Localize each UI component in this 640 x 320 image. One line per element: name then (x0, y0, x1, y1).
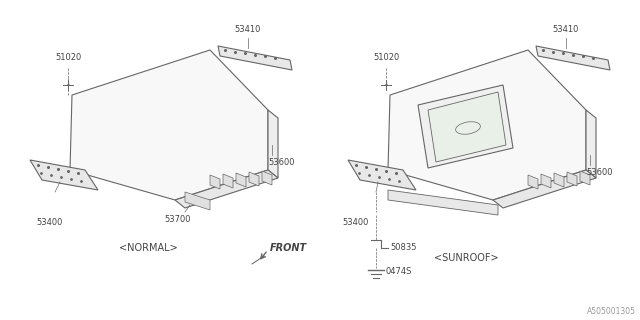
Polygon shape (388, 50, 586, 200)
Polygon shape (536, 46, 610, 70)
Polygon shape (268, 110, 278, 178)
Polygon shape (223, 174, 233, 188)
Text: 51020: 51020 (55, 53, 81, 62)
Text: 53700: 53700 (164, 215, 191, 224)
Polygon shape (262, 171, 272, 185)
Text: 53600: 53600 (268, 158, 294, 167)
Polygon shape (567, 172, 577, 186)
Polygon shape (236, 173, 246, 187)
Polygon shape (418, 85, 513, 168)
Polygon shape (30, 160, 98, 190)
Polygon shape (428, 92, 506, 162)
Text: 50835: 50835 (390, 244, 417, 252)
Polygon shape (493, 170, 596, 208)
Polygon shape (348, 160, 416, 190)
Text: 53400: 53400 (343, 218, 369, 227)
Text: <NORMAL>: <NORMAL> (118, 243, 177, 253)
Text: 0474S: 0474S (386, 268, 412, 276)
Polygon shape (185, 192, 210, 210)
Polygon shape (175, 170, 278, 208)
Polygon shape (388, 190, 498, 215)
Text: 53600: 53600 (586, 168, 612, 177)
Text: <SUNROOF>: <SUNROOF> (434, 253, 499, 263)
Polygon shape (541, 174, 551, 188)
Polygon shape (70, 50, 268, 200)
Text: FRONT: FRONT (270, 243, 307, 253)
Polygon shape (580, 171, 590, 185)
Text: 51020: 51020 (373, 53, 399, 62)
Polygon shape (528, 175, 538, 189)
Text: 53410: 53410 (235, 25, 261, 34)
Text: 53410: 53410 (553, 25, 579, 34)
Text: 53400: 53400 (37, 218, 63, 227)
Text: A505001305: A505001305 (587, 307, 636, 316)
Polygon shape (586, 110, 596, 178)
Polygon shape (210, 175, 220, 189)
Polygon shape (249, 172, 259, 186)
Polygon shape (554, 173, 564, 187)
Polygon shape (218, 46, 292, 70)
